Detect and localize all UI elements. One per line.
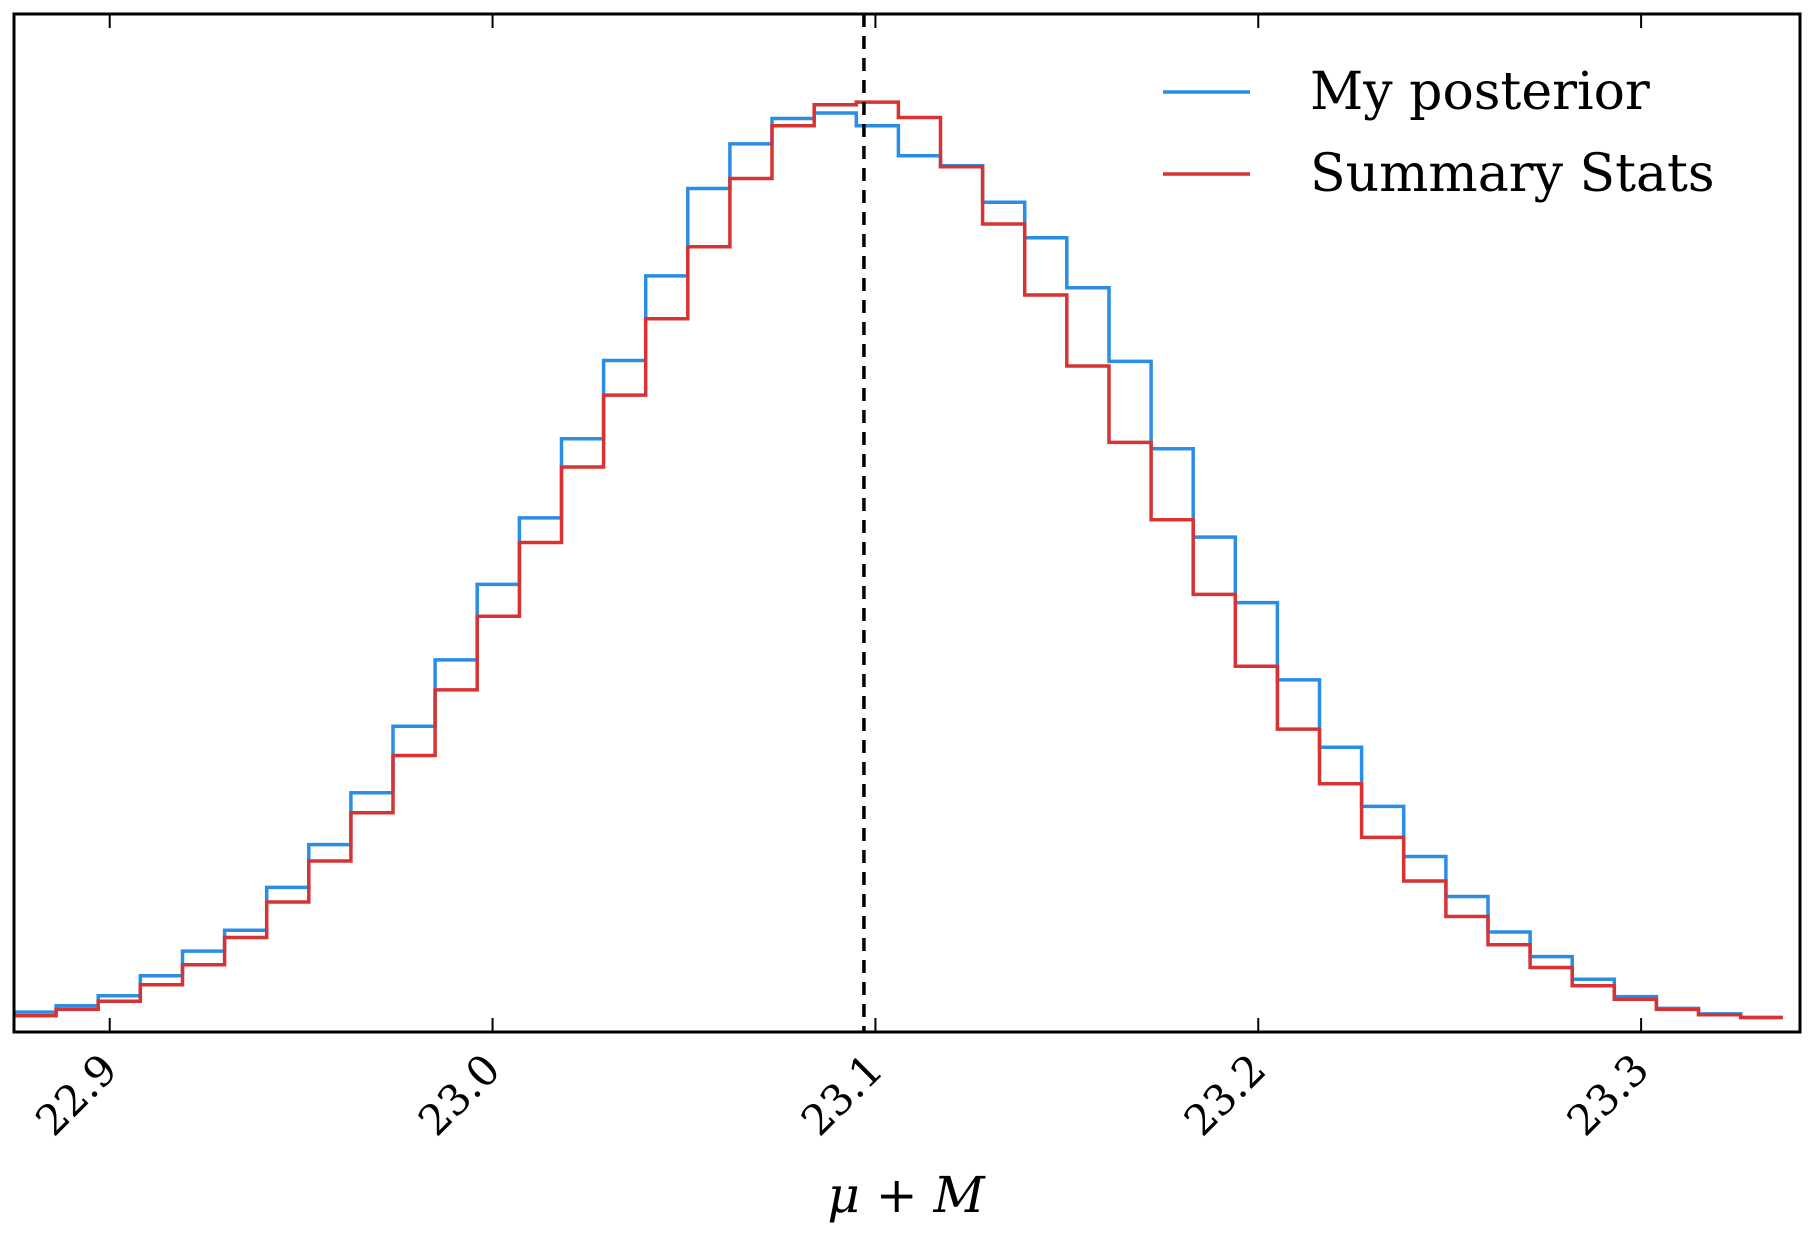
- x-tick-label: 23.0: [409, 1044, 510, 1145]
- plot-area: [14, 14, 1783, 1032]
- series-layer: [14, 100, 1783, 1020]
- series-line-1: [14, 111, 1783, 1020]
- plot-frame: [12, 12, 1802, 1034]
- x-tick-label: 22.9: [26, 1044, 127, 1145]
- x-tick-label: 23.3: [1557, 1044, 1658, 1145]
- x-axis-label: μ + M: [827, 1166, 986, 1224]
- legend-label-1: My posterior: [1310, 62, 1650, 122]
- legend-label-2: Summary Stats: [1310, 144, 1715, 204]
- series-line-2: [14, 100, 1783, 1020]
- legend: My posterior Summary Stats: [1163, 62, 1715, 204]
- x-tick-label: 23.2: [1175, 1044, 1276, 1145]
- x-tick-label: 23.1: [792, 1044, 893, 1145]
